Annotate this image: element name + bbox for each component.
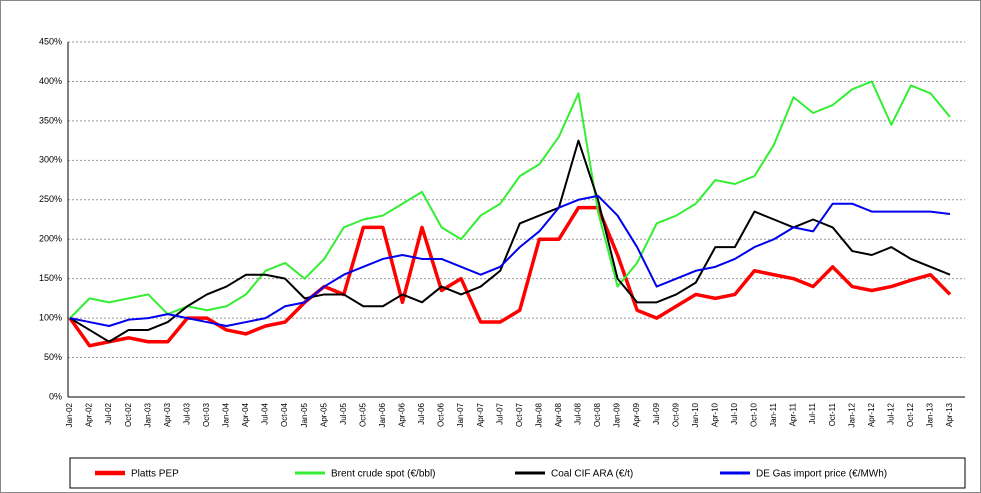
x-tick-label: Jul-12 bbox=[886, 402, 895, 424]
legend-label: Coal CIF ARA (€/t) bbox=[551, 469, 633, 480]
x-tick-label: Jul-04 bbox=[261, 402, 270, 424]
x-tick-label: Oct-04 bbox=[280, 402, 289, 427]
y-tick-label: 250% bbox=[39, 194, 62, 204]
x-tick-label: Jan-12 bbox=[847, 402, 856, 427]
x-tick-label: Jan-08 bbox=[534, 402, 543, 427]
x-tick-label: Oct-02 bbox=[124, 402, 133, 427]
x-tick-label: Jan-07 bbox=[456, 402, 465, 427]
y-tick-label: 300% bbox=[39, 155, 62, 165]
x-tick-label: Jul-05 bbox=[339, 402, 348, 424]
y-tick-label: 350% bbox=[39, 115, 62, 125]
x-tick-label: Jul-07 bbox=[495, 402, 504, 424]
x-tick-label: Apr-05 bbox=[319, 402, 328, 427]
series-line bbox=[69, 194, 951, 327]
x-tick-label: Apr-07 bbox=[476, 402, 485, 427]
x-tick-label: Jan-06 bbox=[378, 402, 387, 427]
x-tick-label: Jul-10 bbox=[730, 402, 739, 424]
x-tick-label: Apr-06 bbox=[398, 402, 407, 427]
x-tick-label: Apr-11 bbox=[789, 402, 798, 426]
x-tick-label: Oct-06 bbox=[437, 402, 446, 427]
y-tick-label: 450% bbox=[39, 36, 62, 46]
x-tick-label: Jul-11 bbox=[808, 402, 817, 424]
x-tick-label: Apr-09 bbox=[632, 402, 641, 427]
x-tick-label: Apr-10 bbox=[710, 402, 719, 427]
x-tick-label: Jul-03 bbox=[182, 402, 191, 424]
x-tick-label: Apr-12 bbox=[867, 402, 876, 427]
x-tick-label: Apr-08 bbox=[554, 402, 563, 427]
series-line bbox=[69, 80, 951, 319]
x-tick-label: Jan-02 bbox=[65, 402, 74, 427]
x-tick-label: Apr-03 bbox=[163, 402, 172, 427]
x-tick-label: Jan-05 bbox=[300, 402, 309, 427]
x-tick-label: Oct-11 bbox=[828, 402, 837, 426]
x-tick-label: Jul-09 bbox=[652, 402, 661, 424]
x-tick-label: Oct-05 bbox=[358, 402, 367, 427]
x-tick-label: Jan-03 bbox=[143, 402, 152, 427]
x-tick-label: Oct-12 bbox=[906, 402, 915, 427]
y-tick-label: 150% bbox=[39, 273, 62, 283]
y-tick-label: 50% bbox=[44, 352, 62, 362]
x-tick-label: Apr-04 bbox=[241, 402, 250, 427]
x-tick-label: Jan-10 bbox=[691, 402, 700, 427]
x-tick-label: Oct-08 bbox=[593, 402, 602, 427]
x-tick-label: Jul-06 bbox=[417, 402, 426, 424]
x-tick-label: Jul-08 bbox=[574, 402, 583, 424]
y-tick-label: 400% bbox=[39, 76, 62, 86]
x-tick-label: Apr-13 bbox=[945, 402, 954, 427]
x-tick-label: Oct-07 bbox=[515, 402, 524, 427]
y-tick-label: 200% bbox=[39, 234, 62, 244]
x-tick-label: Jan-13 bbox=[926, 402, 935, 427]
x-tick-label: Apr-02 bbox=[85, 402, 94, 427]
x-tick-label: Jan-04 bbox=[222, 402, 231, 427]
y-tick-label: 100% bbox=[39, 312, 62, 322]
x-tick-label: Oct-03 bbox=[202, 402, 211, 427]
x-tick-label: Jan-09 bbox=[613, 402, 622, 427]
y-tick-label: 0% bbox=[49, 391, 62, 401]
x-tick-label: Jul-02 bbox=[104, 402, 113, 424]
x-tick-label: Jan-11 bbox=[769, 402, 778, 426]
legend-label: DE Gas import price (€/MWh) bbox=[756, 469, 887, 480]
x-tick-label: Oct-09 bbox=[671, 402, 680, 427]
x-tick-label: Oct-10 bbox=[750, 402, 759, 427]
legend-label: Platts PEP bbox=[131, 469, 179, 480]
legend-label: Brent crude spot (€/bbl) bbox=[331, 469, 436, 480]
series-line bbox=[69, 139, 951, 343]
